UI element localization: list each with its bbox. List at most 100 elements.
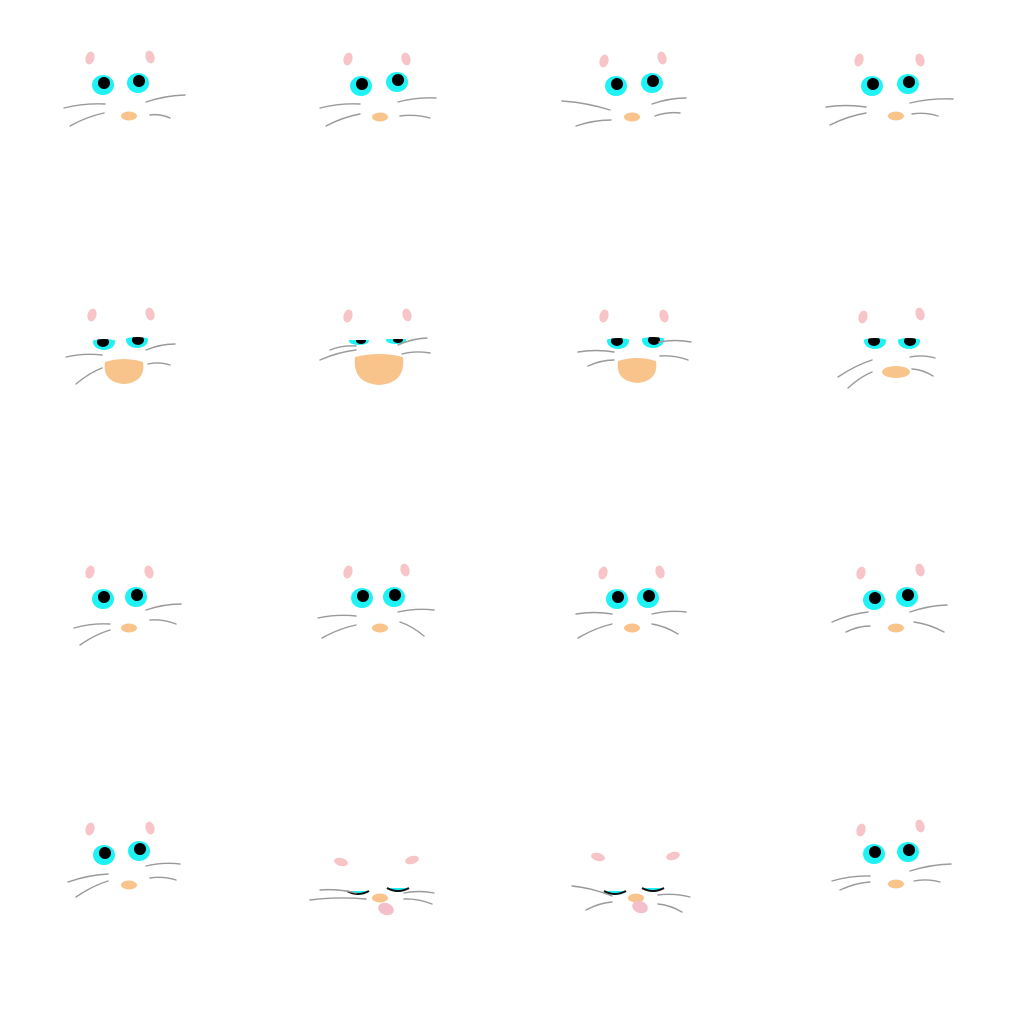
left-whisker [320, 104, 360, 108]
left-eye-pupil [98, 591, 110, 603]
left-ear [855, 566, 867, 581]
left-whisker [846, 626, 870, 632]
cat-face [0, 256, 256, 512]
left-whisker [586, 902, 612, 910]
left-whisker [578, 351, 614, 353]
left-whisker [578, 624, 612, 638]
left-eye-pupil [357, 590, 369, 602]
right-ear [401, 308, 413, 323]
left-whisker [322, 625, 356, 638]
nose [624, 624, 640, 633]
right-eye-pupil [903, 844, 915, 856]
right-ear [654, 565, 666, 580]
right-whisker [404, 892, 434, 894]
left-whisker [76, 881, 108, 897]
left-eye-pupil [98, 77, 110, 89]
left-eye-pupil [612, 591, 624, 603]
cat-face-frame-12 [768, 512, 1024, 768]
right-eye-pupil [131, 589, 143, 601]
nose [888, 624, 904, 633]
left-ear [853, 53, 865, 68]
right-eye-pupil [134, 843, 146, 855]
right-ear [144, 821, 156, 836]
nose [105, 359, 144, 384]
right-whisker [912, 369, 933, 376]
right-whisker [398, 609, 434, 612]
cat-face-frame-1 [0, 0, 256, 256]
left-whisker [588, 360, 614, 366]
right-eye-pupil [647, 75, 659, 87]
nose [888, 880, 904, 889]
cat-face [768, 512, 1024, 768]
left-eye-pupil [867, 78, 879, 90]
left-whisker [832, 876, 870, 881]
cat-face [512, 0, 768, 256]
left-eye-pupil [99, 847, 111, 859]
right-whisker [146, 863, 180, 866]
right-ear [143, 565, 155, 580]
cat-face-frame-16 [768, 768, 1024, 1024]
cat-face-frame-2 [256, 0, 512, 256]
cat-face [512, 512, 768, 768]
right-whisker [150, 115, 170, 118]
right-eye-pupil [389, 589, 401, 601]
cat-face-frame-15 [512, 768, 768, 1024]
left-whisker [310, 898, 366, 900]
cat-face [256, 256, 512, 512]
left-ear [598, 54, 610, 69]
right-whisker [914, 622, 944, 632]
left-whisker [320, 890, 356, 893]
left-whisker [66, 354, 102, 357]
cat-face-frame-5 [0, 256, 256, 512]
right-ear [400, 52, 412, 67]
nose [121, 881, 137, 890]
right-whisker [910, 99, 953, 103]
right-whisker [652, 624, 678, 634]
right-whisker [402, 352, 430, 354]
right-whisker [150, 620, 176, 624]
nose [618, 358, 657, 383]
right-whisker [148, 363, 170, 365]
right-whisker [652, 611, 686, 614]
cat-face-frame-13 [0, 768, 256, 1024]
right-whisker [146, 604, 181, 610]
right-ear [658, 309, 670, 324]
left-ear [342, 565, 354, 580]
left-whisker [562, 101, 610, 110]
left-ear [84, 822, 96, 837]
left-whisker [320, 350, 356, 360]
right-eye-pupil [643, 590, 655, 602]
nose [372, 113, 388, 122]
left-eye-pupil [869, 592, 881, 604]
left-whisker [74, 624, 110, 628]
right-whisker [146, 344, 175, 350]
cat-face [512, 256, 768, 512]
nose [624, 113, 640, 122]
right-whisker [655, 113, 680, 116]
right-whisker [912, 113, 938, 116]
cat-face-frame-7 [512, 256, 768, 512]
cat-face-frame-14 [256, 768, 512, 1024]
left-ear [84, 51, 96, 66]
cat-face-frame-8 [768, 256, 1024, 512]
left-whisker [576, 613, 612, 615]
right-ear [144, 307, 156, 322]
left-ear [598, 309, 610, 324]
right-ear [914, 53, 926, 68]
left-ear [590, 851, 606, 862]
right-eye-pupil [392, 74, 404, 86]
left-whisker [80, 630, 110, 645]
nose [355, 354, 404, 385]
right-ear [144, 50, 156, 65]
right-whisker [910, 864, 951, 871]
right-ear [914, 563, 926, 578]
left-whisker [318, 615, 356, 618]
left-whisker [840, 882, 870, 890]
right-ear [399, 563, 411, 578]
tongue [376, 901, 395, 918]
right-ear [404, 854, 420, 865]
right-whisker [914, 880, 940, 882]
right-whisker [658, 894, 690, 897]
left-whisker [70, 113, 104, 126]
left-whisker [68, 874, 108, 882]
